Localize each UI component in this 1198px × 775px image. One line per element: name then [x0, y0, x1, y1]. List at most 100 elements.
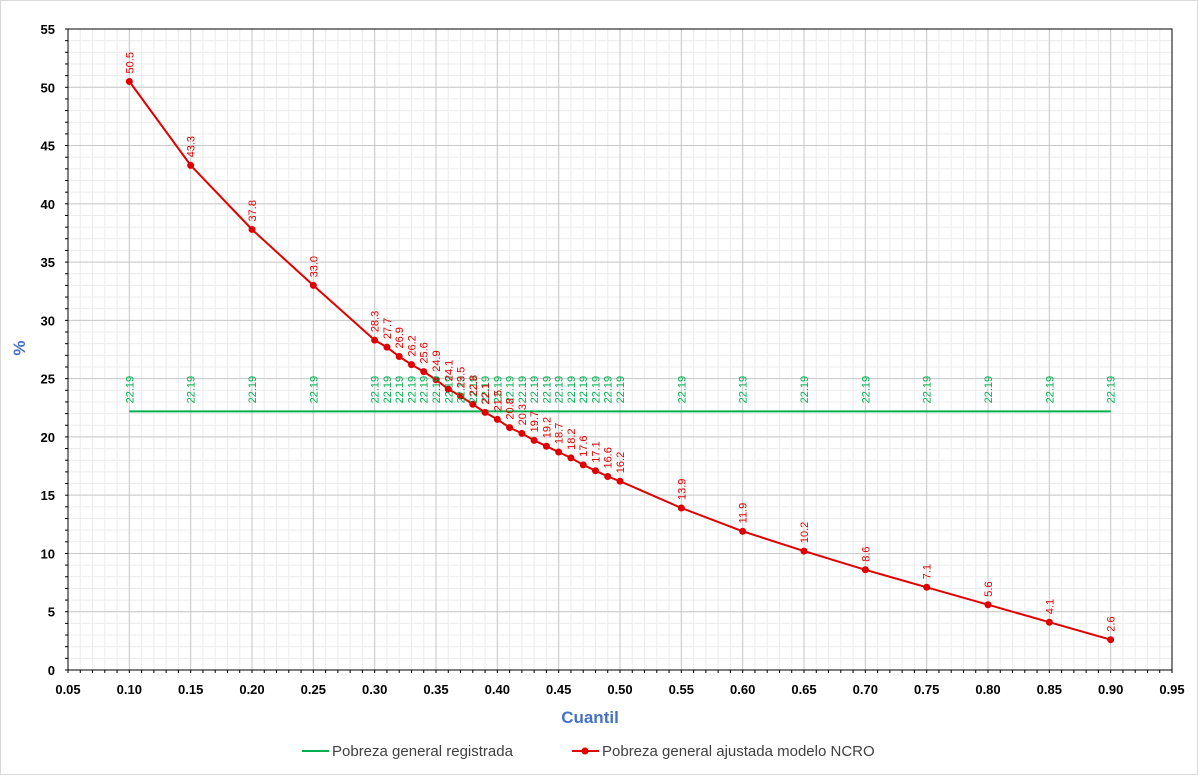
- x-tick-label: 0.40: [485, 682, 510, 697]
- data-point-marker: [395, 352, 403, 360]
- data-point-marker: [506, 424, 514, 432]
- legend-marker-ajustada: [581, 747, 589, 755]
- x-tick-label: 0.20: [239, 682, 264, 697]
- data-point-marker: [481, 408, 489, 416]
- x-tick-label: 0.45: [546, 682, 571, 697]
- data-label-registrada: 22.19: [370, 376, 382, 404]
- data-point-marker: [616, 477, 624, 485]
- data-point-marker: [591, 467, 599, 475]
- data-label-ajustada: 26.2: [406, 335, 418, 356]
- data-point-marker: [567, 454, 575, 462]
- data-label-ajustada: 25.6: [419, 342, 431, 363]
- data-label-registrada: 22.19: [456, 376, 468, 404]
- data-label-ajustada: 28.3: [370, 311, 382, 332]
- y-tick-label: 50: [41, 80, 55, 95]
- grid: [67, 28, 1173, 671]
- data-point-marker: [309, 281, 317, 289]
- data-point-marker: [542, 442, 550, 450]
- x-tick-label: 0.65: [791, 682, 816, 697]
- data-point-marker: [248, 225, 256, 233]
- data-point-marker: [432, 376, 440, 384]
- data-label-ajustada: 22.8: [468, 375, 480, 396]
- legend: Pobreza general registrada Pobreza gener…: [302, 743, 875, 760]
- data-label-ajustada: 13.9: [676, 479, 688, 500]
- data-point-marker: [677, 504, 685, 512]
- data-label-ajustada: 7.1: [922, 564, 934, 579]
- y-tick-label: 30: [41, 313, 55, 328]
- y-tick-label: 20: [41, 430, 55, 445]
- data-point-marker: [604, 473, 612, 481]
- data-point-marker: [555, 448, 563, 456]
- x-tick-label: 0.25: [301, 682, 326, 697]
- data-label-registrada: 22.19: [517, 376, 529, 404]
- x-axis-title: Cuantil: [561, 708, 619, 727]
- data-label-ajustada: 22.1: [480, 383, 492, 404]
- data-label-ajustada: 17.6: [578, 435, 590, 456]
- data-label-ajustada: 24.1: [443, 360, 455, 381]
- data-label-registrada: 22.19: [566, 376, 578, 404]
- data-point-marker: [493, 415, 501, 423]
- x-tick-label: 0.15: [178, 682, 203, 697]
- data-point-marker: [923, 583, 931, 591]
- data-label-ajustada: 24.9: [431, 350, 443, 371]
- x-tick-label: 0.80: [975, 682, 1000, 697]
- data-point-marker: [457, 392, 465, 400]
- data-point-marker: [530, 436, 538, 444]
- legend-label-ajustada: Pobreza general ajustada modelo NCRO: [602, 743, 875, 760]
- data-label-ajustada: 19.2: [541, 417, 553, 438]
- x-tick-label: 0.10: [117, 682, 142, 697]
- data-label-registrada: 22.19: [603, 376, 615, 404]
- data-point-marker: [383, 343, 391, 351]
- data-label-registrada: 22.19: [1044, 376, 1056, 404]
- x-tick-label: 0.55: [669, 682, 694, 697]
- data-point-marker: [371, 336, 379, 344]
- data-label-ajustada: 23.5: [456, 367, 468, 388]
- data-label-registrada: 22.19: [554, 376, 566, 404]
- y-tick-label: 25: [41, 372, 55, 387]
- data-label-registrada: 22.19: [505, 376, 517, 404]
- data-label-ajustada: 18.7: [554, 423, 566, 444]
- data-point-marker: [1045, 618, 1053, 626]
- y-tick-label: 55: [41, 22, 55, 37]
- data-label-registrada: 22.19: [308, 376, 320, 404]
- data-point-marker: [469, 400, 477, 408]
- x-tick-label: 0.75: [914, 682, 939, 697]
- data-label-ajustada: 43.3: [186, 136, 198, 157]
- x-tick-label: 0.05: [55, 682, 80, 697]
- data-label-ajustada: 37.8: [247, 200, 259, 221]
- data-label-ajustada: 10.2: [799, 522, 811, 543]
- data-point-marker: [984, 601, 992, 609]
- data-label-ajustada: 50.5: [124, 52, 136, 73]
- data-label-ajustada: 21.5: [492, 390, 504, 411]
- data-label-registrada: 22.19: [492, 376, 504, 404]
- data-label-registrada: 22.19: [676, 376, 688, 404]
- x-tick-label: 0.95: [1159, 682, 1184, 697]
- data-label-registrada: 22.19: [394, 376, 406, 404]
- data-label-registrada: 22.19: [922, 376, 934, 404]
- y-tick-label: 0: [48, 663, 55, 678]
- data-label-ajustada: 19.7: [529, 411, 541, 432]
- data-label-registrada: 22.19: [529, 376, 541, 404]
- data-labels: 22.19 22.19 22.19 22.19 22.19 22.19 22.19 22.19…: [124, 52, 1117, 632]
- data-point-marker: [125, 77, 133, 85]
- data-point-marker: [800, 547, 808, 555]
- axes: 0.05 0.10 0.15 0.20 0.25 0.30 0.35 0.40 0.45 0.50…: [41, 22, 1185, 697]
- data-label-registrada: 22.19: [431, 376, 443, 404]
- data-label-registrada: 22.19: [541, 376, 553, 404]
- data-point-marker: [420, 368, 428, 376]
- data-label-ajustada: 2.6: [1106, 616, 1118, 631]
- data-label-registrada: 22.19: [578, 376, 590, 404]
- data-label-ajustada: 20.8: [505, 398, 517, 419]
- series-layer: [125, 77, 1115, 644]
- data-label-ajustada: 27.7: [382, 318, 394, 339]
- x-tick-label: 0.60: [730, 682, 755, 697]
- data-point-marker: [187, 161, 195, 169]
- x-tick-label: 0.35: [423, 682, 448, 697]
- data-label-ajustada: 16.2: [615, 452, 627, 473]
- x-tick-label: 0.85: [1037, 682, 1062, 697]
- data-label-registrada: 22.19: [480, 376, 492, 404]
- data-point-marker: [861, 566, 869, 574]
- data-label-registrada: 22.19: [186, 376, 198, 404]
- data-label-registrada: 22.19: [419, 376, 431, 404]
